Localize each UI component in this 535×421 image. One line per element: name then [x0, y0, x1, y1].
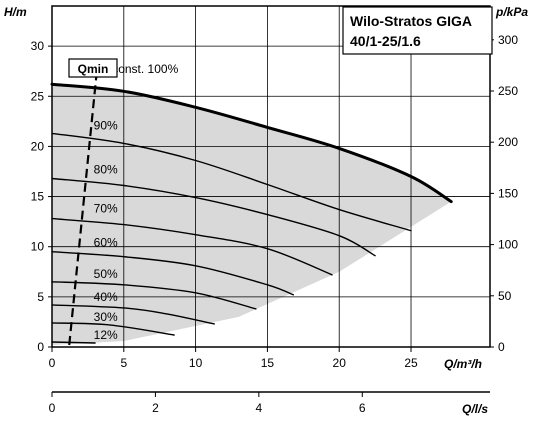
x-tick-label: 15	[261, 356, 275, 370]
speed-curves	[50, 82, 453, 344]
y-tick-label: 10	[31, 240, 45, 254]
curve-labels: 90% 80% 70% 60% 50% 40% 30% 12% n=const. 100%Qmi…	[68, 58, 179, 342]
x2-tick-label: 4	[256, 401, 263, 415]
qmin-dashed-line	[68, 74, 98, 346]
x-tick-label: 5	[120, 356, 127, 370]
y2-tick-label: 300	[498, 33, 518, 47]
qmin-label-box	[68, 58, 118, 78]
x-tick-label: 10	[189, 356, 203, 370]
speed-label-100: n=const. 100%	[99, 62, 179, 76]
curve-100-percent	[50, 82, 453, 204]
y2-tick-label: 50	[498, 289, 512, 303]
curve-90-percent	[51, 132, 412, 232]
y-tick-label: 15	[31, 190, 45, 204]
y-tick-label: 25	[31, 89, 45, 103]
speed-label: 50%	[94, 267, 118, 281]
x2-axis-title: Q/l/s	[462, 402, 488, 416]
chart-title-line-2: 40/1-25/1.6	[350, 33, 421, 49]
curve-12-percent	[51, 341, 96, 344]
curve-40-percent	[51, 304, 215, 325]
y2-axis-title: p/kPa	[495, 5, 528, 19]
speed-label: 90%	[94, 118, 118, 132]
y-tick-label: 20	[31, 139, 45, 153]
speed-label: 12%	[94, 328, 118, 342]
qmin-label: Qmin	[78, 62, 109, 76]
y2-tick-label: 150	[498, 186, 518, 200]
x-axis-title: Q/m³/h	[444, 357, 482, 371]
plot-frame	[51, 5, 491, 348]
curve-50-percent	[51, 281, 257, 310]
y2-tick-label: 250	[498, 84, 518, 98]
speed-label: 30%	[94, 310, 118, 324]
speed-label: 60%	[94, 236, 118, 250]
x2-tick-label: 6	[359, 401, 366, 415]
y2-tick-label: 0	[498, 340, 505, 354]
x-tick-label: 25	[404, 356, 418, 370]
qmin-line	[68, 74, 98, 346]
y2-tick-label: 200	[498, 135, 518, 149]
x2-tick-label: 2	[152, 401, 159, 415]
y2-tick-label: 100	[498, 238, 518, 252]
x-tick-label: 20	[333, 356, 347, 370]
x2-tick-label: 0	[49, 401, 56, 415]
y-axis-title: H/m	[4, 5, 27, 19]
x-tick-label: 0	[49, 356, 56, 370]
y-tick-label: 0	[37, 340, 44, 354]
curve-60-percent	[51, 251, 294, 296]
curve-30-percent	[51, 322, 175, 336]
chart-title-line-1: Wilo-Stratos GIGA	[350, 13, 472, 29]
y-tick-label: 30	[31, 39, 45, 53]
speed-label: 70%	[94, 202, 118, 216]
curve-70-percent	[51, 217, 333, 276]
speed-label: 80%	[94, 163, 118, 177]
title-box	[342, 6, 493, 55]
speed-label: 40%	[94, 290, 118, 304]
y-tick-label: 5	[37, 290, 44, 304]
curve-80-percent	[51, 177, 376, 257]
